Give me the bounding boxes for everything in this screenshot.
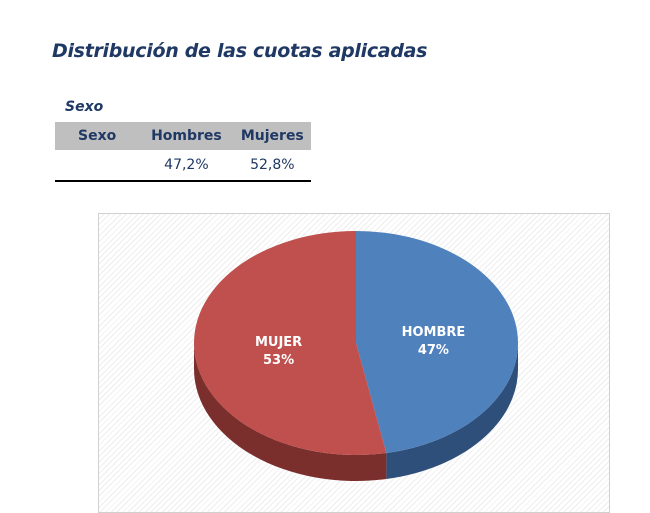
table-header-hombres: Hombres	[139, 122, 234, 150]
pie-label-mujer: MUJER	[255, 335, 302, 350]
pie-side-mujer	[194, 343, 387, 481]
pie-slice-mujer	[194, 231, 387, 455]
table-row: 47,2% 52,8%	[55, 150, 311, 182]
sex-quota-table: Sexo Hombres Mujeres 47,2% 52,8%	[55, 122, 311, 182]
table-cell-mujeres: 52,8%	[233, 150, 311, 182]
pie-value-hombre: 47%	[418, 343, 449, 358]
pie-side-hombre	[386, 343, 518, 480]
table-cell-hombres: 47,2%	[139, 150, 234, 182]
table-cell-sexo	[55, 150, 140, 182]
table-header-sexo: Sexo	[55, 122, 140, 150]
pie-slice-hombre	[356, 231, 519, 454]
table-header-mujeres: Mujeres	[233, 122, 311, 150]
document-title: Distribución de las cuotas aplicadas	[52, 40, 428, 62]
pie-chart-area: HOMBRE 47% MUJER 53%	[98, 213, 610, 513]
pie-chart: HOMBRE 47% MUJER 53%	[194, 231, 519, 481]
pie-label-hombre: HOMBRE	[402, 325, 466, 340]
table-header-row: Sexo Hombres Mujeres	[55, 122, 311, 150]
pie-value-mujer: 53%	[263, 353, 294, 368]
section-label-sexo: Sexo	[65, 99, 104, 115]
